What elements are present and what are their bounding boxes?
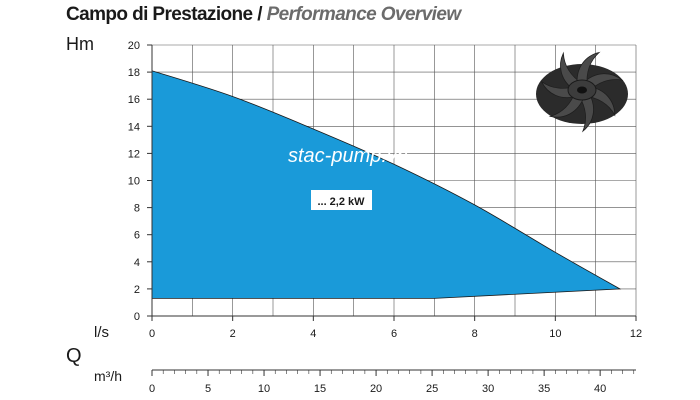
secondary-tick-label: 10 (258, 383, 270, 395)
y-tick-label: 8 (134, 203, 140, 215)
y-tick-label: 10 (128, 176, 140, 188)
y-tick-label: 4 (134, 257, 140, 269)
y-tick-label: 2 (134, 284, 140, 296)
x-tick-label: 0 (149, 328, 155, 340)
y-tick-label: 12 (128, 148, 140, 160)
secondary-tick-label: 0 (149, 383, 155, 395)
axes (147, 44, 637, 376)
secondary-tick-label: 20 (370, 383, 382, 395)
impeller-blade (576, 51, 601, 87)
x-tick-label: 2 (230, 328, 236, 340)
series-label-box: ... 2,2 kW (311, 190, 372, 210)
title-separator: / (257, 4, 262, 25)
secondary-tick-label: 40 (594, 383, 606, 395)
chart-title: Campo di Prestazione / Performance Overv… (66, 4, 461, 26)
tick-labels: 0 2 4 6 8 10 12 14 16 18 20 0 2 4 6 8 10 12 0 5 10 15 20 25 30 35… (128, 40, 642, 395)
secondary-tick-label: 15 (314, 383, 326, 395)
performance-area (151, 70, 622, 299)
series-label: ... 2,2 kW (317, 196, 365, 208)
x-tick-label: 8 (472, 328, 478, 340)
title-italian: Campo di Prestazione (66, 4, 253, 25)
flow-label: Q (66, 345, 82, 367)
x-tick-label: 10 (549, 328, 561, 340)
secondary-tick-label: 35 (538, 383, 550, 395)
x-tick-label: 6 (391, 328, 397, 340)
x-axis-unit-bottom: m³/h (94, 368, 122, 384)
secondary-tick-label: 30 (482, 383, 494, 395)
y-tick-label: 16 (128, 94, 140, 106)
y-tick-label: 20 (128, 40, 140, 52)
impeller-icon (536, 51, 628, 133)
title-english: Performance Overview (266, 4, 462, 25)
secondary-tick-label: 25 (426, 383, 438, 395)
x-axis-unit-top: l/s (94, 324, 109, 341)
watermark-text: stac-pump.vn (288, 145, 408, 167)
y-tick-label: 6 (134, 230, 140, 242)
y-tick-label: 14 (128, 121, 140, 133)
y-tick-label: 0 (134, 311, 140, 323)
y-tick-label: 18 (128, 67, 140, 79)
x-tick-label: 12 (630, 328, 642, 340)
x-tick-label: 4 (310, 328, 316, 340)
y-axis-unit: Hm (66, 34, 94, 54)
impeller-blade-shape (576, 51, 601, 87)
impeller-bore (577, 86, 587, 94)
secondary-tick-label: 5 (205, 383, 211, 395)
